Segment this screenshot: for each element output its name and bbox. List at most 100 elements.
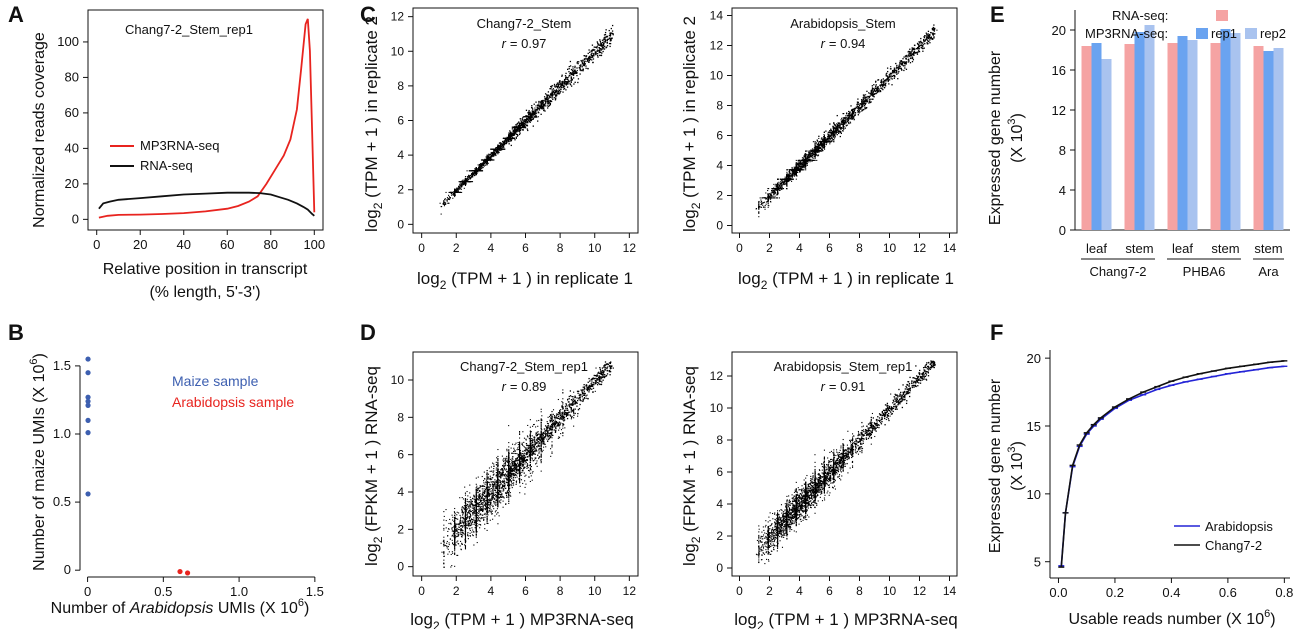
maize-sample-point <box>85 402 91 408</box>
scatter-point <box>581 63 584 65</box>
scatter-point <box>838 130 841 132</box>
scatter-point <box>583 62 585 65</box>
scatter-point <box>570 73 572 76</box>
scatter-point <box>494 153 496 155</box>
scatter-point <box>456 187 458 189</box>
scatter-point <box>505 143 507 145</box>
scatter-point <box>542 99 544 102</box>
scatter-point <box>446 199 448 201</box>
scatter-point <box>765 192 767 194</box>
y-tick-label: 1.5 <box>53 358 71 373</box>
maize-sample-point <box>85 356 91 362</box>
scatter-point <box>597 56 599 58</box>
scatter-point <box>582 64 585 66</box>
scatter-point <box>814 155 816 157</box>
scatter-point <box>595 52 597 54</box>
scatter-point <box>448 202 450 204</box>
scatter-point <box>789 171 791 173</box>
x-tick-label: 0.5 <box>154 584 172 599</box>
y-tick-label: 2 <box>397 183 404 197</box>
scatter-point <box>475 170 477 172</box>
scatter-point <box>568 81 570 83</box>
scatter-point <box>555 90 557 92</box>
scatter-point <box>459 186 461 188</box>
scatter-point <box>793 166 795 168</box>
scatter-point <box>532 125 534 127</box>
scatter-point <box>460 181 462 183</box>
scatter-point <box>587 67 589 70</box>
scatter-point <box>557 92 559 94</box>
scatter-point <box>538 107 540 110</box>
panel-c2-r-value: = 0.94 <box>829 36 866 51</box>
panel-c1-x-label: log2 (TPM + 1 ) in replicate 1 <box>417 269 633 292</box>
scatter-point <box>468 175 470 177</box>
scatter-point <box>523 122 525 124</box>
scatter-point <box>452 197 454 199</box>
scatter-point <box>579 64 582 66</box>
panel-a-x-label: Relative position in transcript <box>103 261 308 278</box>
scatter-point <box>558 88 560 90</box>
scatter-point <box>519 126 522 129</box>
scatter-point <box>522 116 525 118</box>
scatter-point <box>579 73 581 75</box>
scatter-point <box>461 186 463 188</box>
scatter-point <box>534 107 536 109</box>
scatter-point <box>492 154 494 156</box>
scatter-point <box>591 44 594 46</box>
scatter-point <box>507 137 509 139</box>
panel-b-x-label-end: ) <box>304 600 309 617</box>
scatter-point <box>462 182 464 184</box>
scatter-point <box>562 80 564 82</box>
scatter-point <box>484 158 486 160</box>
scatter-point <box>456 191 459 193</box>
scatter-point <box>805 152 807 155</box>
scatter-point <box>780 178 782 180</box>
scatter-point <box>492 153 494 155</box>
scatter-point <box>471 175 473 177</box>
scatter-point <box>502 145 504 147</box>
scatter-point <box>608 37 611 40</box>
scatter-point <box>787 173 789 175</box>
scatter-point <box>777 197 779 199</box>
scatter-point <box>570 80 572 82</box>
scatter-point <box>543 103 546 105</box>
scatter-point <box>776 197 778 199</box>
scatter-point <box>808 152 810 154</box>
scatter-point <box>479 168 481 170</box>
scatter-point <box>534 113 536 116</box>
scatter-point <box>499 143 502 145</box>
scatter-point <box>481 162 483 164</box>
scatter-point <box>582 60 584 62</box>
scatter-point <box>548 102 551 104</box>
scatter-point <box>490 152 492 154</box>
scatter-point <box>547 99 549 101</box>
scatter-point <box>509 136 511 139</box>
scatter-point <box>486 163 488 165</box>
scatter-point <box>470 173 473 175</box>
scatter-point <box>570 85 573 87</box>
scatter-point <box>453 190 455 193</box>
panel-b-y-label-main: Number of maize UMIs (X 10 <box>31 364 48 570</box>
scatter-point <box>497 146 499 149</box>
scatter-point <box>485 162 487 164</box>
scatter-point <box>593 54 595 56</box>
scatter-point <box>570 76 572 78</box>
scatter-point <box>868 96 871 99</box>
scatter-point <box>534 116 536 118</box>
scatter-point <box>461 184 463 186</box>
scatter-point <box>587 61 590 63</box>
scatter-point <box>550 92 552 94</box>
scatter-point <box>536 104 539 106</box>
scatter-point <box>540 102 542 104</box>
scatter-point <box>481 170 483 172</box>
scatter-point <box>489 159 492 161</box>
scatter-point <box>852 118 854 120</box>
scatter-point <box>542 103 544 106</box>
scatter-point <box>558 82 560 84</box>
scatter-point <box>524 125 526 127</box>
scatter-point <box>537 120 539 122</box>
scatter-point <box>553 97 555 99</box>
scatter-point <box>515 133 518 135</box>
scatter-point <box>451 191 453 193</box>
scatter-point <box>518 121 520 123</box>
